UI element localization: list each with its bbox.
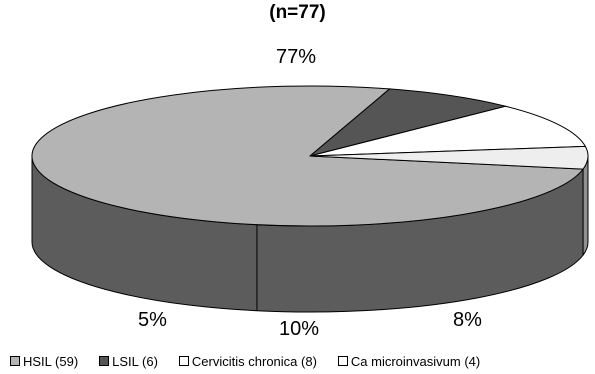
pie-slice-cervicitis [309, 105, 586, 157]
legend-swatch-lsil [99, 356, 110, 366]
legend-item-cervicitis: Cervicitis chronica (8) [178, 352, 317, 370]
legend-label-ca-microinvasivum: Ca microinvasivum (4) [350, 353, 481, 369]
pie-slice-ca-microinvasivum [309, 145, 589, 170]
percent-label-hsil: 77% [276, 46, 317, 68]
legend-label-hsil: HSIL (59) [23, 353, 79, 369]
legend-item-hsil: HSIL (59) [10, 352, 78, 370]
legend-item-lsil: LSIL (6) [99, 352, 158, 370]
percent-label-cervicitis: 10% [279, 318, 320, 340]
chart-title: (n=77) [269, 2, 326, 23]
pie-side-ca-microinvasivum [582, 155, 589, 256]
chart-legend: HSIL (59) LSIL (6) Cervicitis chronica (… [10, 352, 590, 370]
legend-label-lsil: LSIL (6) [112, 353, 158, 369]
pie-slice-lsil [309, 88, 507, 157]
legend-item-ca-microinvasivum: Ca microinvasivum (4) [337, 352, 481, 370]
legend-label-cervicitis: Cervicitis chronica (8) [191, 353, 317, 369]
legend-swatch-cervicitis [178, 356, 189, 366]
percent-label-lsil: 8% [453, 309, 482, 331]
pie-slices [31, 85, 589, 227]
legend-swatch-hsil [10, 356, 20, 366]
pie-slice-hsil [31, 85, 584, 227]
legend-swatch-ca-microinvasivum [337, 356, 348, 366]
percent-label-ca-microinvasivum: 5% [138, 309, 167, 331]
